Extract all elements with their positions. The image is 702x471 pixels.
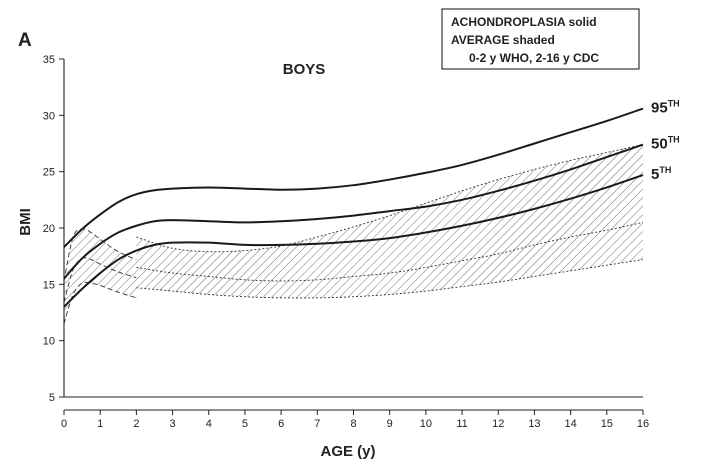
chart-title: BOYS: [283, 61, 326, 78]
x-tick-label: 12: [492, 418, 504, 430]
x-tick-label: 16: [637, 418, 649, 430]
x-tick-label: 1: [97, 418, 103, 430]
x-tick-label: 2: [133, 418, 139, 430]
y-tick-label: 30: [43, 110, 55, 122]
x-tick-label: 11: [456, 418, 467, 430]
x-tick-label: 4: [206, 418, 212, 430]
x-tick-label: 15: [601, 418, 613, 430]
average-band-who: [64, 228, 137, 324]
x-tick-label: 13: [528, 418, 540, 430]
average-who-lower-line: [63, 281, 137, 324]
percentile-label-95th: 95TH: [651, 99, 680, 117]
x-tick-label: 9: [387, 418, 393, 430]
y-tick-label: 20: [43, 223, 55, 235]
achondroplasia-95th-line: [63, 107, 644, 248]
y-tick-label: 35: [43, 54, 55, 66]
x-axis-label: AGE (y): [320, 443, 375, 460]
legend-line-sources: 0-2 y WHO, 2-16 y CDC: [469, 51, 599, 65]
achondroplasia-5th-line: [63, 174, 644, 308]
y-tick-label: 25: [43, 167, 55, 179]
legend-box: ACHONDROPLASIA solid AVERAGE shaded 0-2 …: [441, 8, 640, 70]
legend-line-average: AVERAGE shaded: [451, 33, 555, 47]
percentile-label-50th: 50TH: [651, 135, 680, 153]
achondroplasia-lines: [63, 107, 644, 308]
y-tick-label: 15: [43, 279, 55, 291]
average-cdc-lower-line: [136, 259, 644, 299]
x-tick-label: 0: [61, 418, 67, 430]
average-band-cdc: [136, 144, 643, 298]
average-cdc-median-line: [136, 221, 644, 282]
y-tick-label: 10: [43, 336, 55, 348]
average-cdc-upper-line: [136, 144, 644, 253]
percentile-label-5th: 5TH: [651, 165, 671, 183]
x-tick-label: 14: [565, 418, 577, 430]
panel-label: A: [18, 30, 32, 51]
average-shaded-region: [63, 144, 644, 324]
legend-line-achondroplasia: ACHONDROPLASIA solid: [451, 15, 597, 29]
y-axis-label: BMI: [17, 208, 34, 236]
x-tick-label: 7: [314, 418, 320, 430]
x-tick-label: 3: [170, 418, 176, 430]
achondroplasia-50th-line: [63, 143, 644, 280]
x-tick-label: 10: [420, 418, 432, 430]
y-tick-label: 5: [49, 392, 55, 404]
x-tick-label: 8: [350, 418, 356, 430]
percentile-labels: 95TH 50TH 5TH: [651, 99, 680, 183]
x-tick-label: 5: [242, 418, 248, 430]
x-tick-label: 6: [278, 418, 284, 430]
